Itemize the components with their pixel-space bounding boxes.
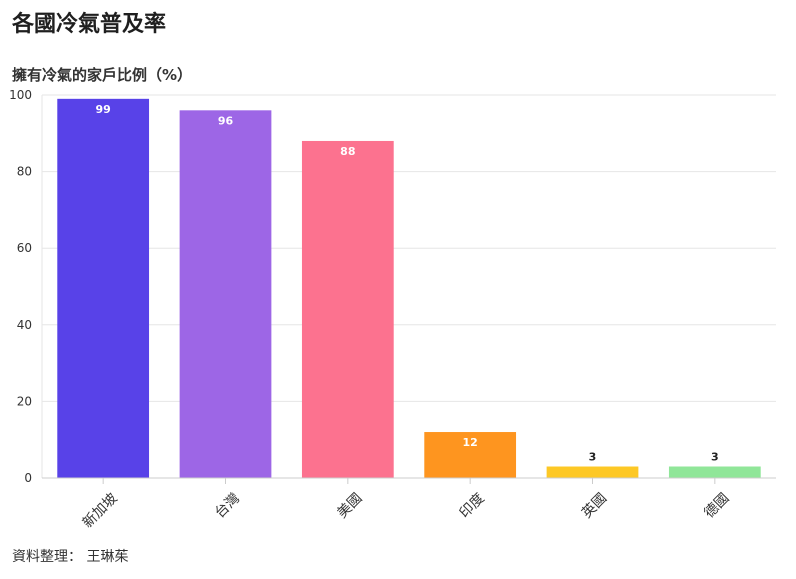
- bar: [57, 98, 150, 478]
- data-label: 12: [463, 436, 478, 449]
- y-tick-label: 20: [17, 394, 32, 408]
- bar: [668, 466, 761, 478]
- x-tick-label: 美國: [334, 490, 365, 521]
- x-tick-label: 新加坡: [80, 490, 121, 531]
- data-label: 88: [340, 145, 355, 158]
- chart-subtitle: 擁有冷氣的家戶比例（%）: [12, 66, 193, 84]
- y-tick-label: 60: [17, 241, 32, 255]
- y-tick-label: 100: [9, 88, 32, 102]
- bar: [424, 432, 517, 478]
- data-label: 99: [96, 103, 111, 116]
- bar: [546, 466, 639, 478]
- y-tick-label: 0: [24, 471, 32, 485]
- data-label: 3: [711, 451, 719, 464]
- bar: [179, 110, 272, 478]
- page-title: 各國冷氣普及率: [12, 12, 167, 37]
- y-tick-label: 80: [17, 165, 32, 179]
- x-tick-label: 英國: [578, 490, 610, 522]
- data-label: 3: [589, 451, 597, 464]
- x-tick-label: 印度: [457, 490, 488, 521]
- bar: [301, 140, 394, 478]
- x-tick-label: 台灣: [212, 490, 243, 521]
- data-label: 96: [218, 114, 234, 127]
- x-tick-label: 德國: [701, 490, 732, 521]
- source-note: 資料整理： 王琳茱: [12, 549, 129, 565]
- y-tick-label: 40: [17, 318, 32, 332]
